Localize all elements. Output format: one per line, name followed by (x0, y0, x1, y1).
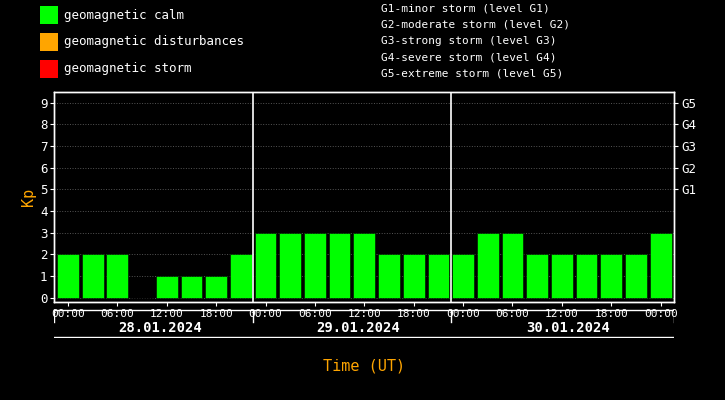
Text: geomagnetic disturbances: geomagnetic disturbances (64, 36, 244, 48)
Bar (181, 276, 202, 298)
Bar (279, 233, 301, 298)
Text: 30.01.2024: 30.01.2024 (526, 320, 610, 334)
Bar (378, 254, 400, 298)
Text: G2-moderate storm (level G2): G2-moderate storm (level G2) (381, 20, 570, 30)
Bar (477, 233, 499, 298)
Bar (230, 254, 252, 298)
Bar (40, 60, 58, 78)
Bar (40, 33, 58, 51)
Bar (328, 233, 350, 298)
Text: G3-strong storm (level G3): G3-strong storm (level G3) (381, 36, 556, 46)
Bar (452, 254, 474, 298)
Bar (40, 6, 58, 24)
Text: 28.01.2024: 28.01.2024 (119, 320, 202, 334)
Bar (57, 254, 79, 298)
Bar (156, 276, 178, 298)
Y-axis label: Kp: Kp (21, 188, 36, 206)
Text: G1-minor storm (level G1): G1-minor storm (level G1) (381, 3, 550, 13)
Bar (304, 233, 326, 298)
Text: G5-extreme storm (level G5): G5-extreme storm (level G5) (381, 69, 563, 79)
Bar (107, 254, 128, 298)
Bar (551, 254, 573, 298)
Bar (526, 254, 548, 298)
Bar (254, 233, 276, 298)
Bar (82, 254, 104, 298)
Text: Time (UT): Time (UT) (323, 358, 405, 374)
Bar (502, 233, 523, 298)
Text: geomagnetic storm: geomagnetic storm (64, 62, 191, 75)
Bar (354, 233, 375, 298)
Bar (650, 233, 671, 298)
Bar (205, 276, 227, 298)
Bar (600, 254, 622, 298)
Bar (625, 254, 647, 298)
Text: 29.01.2024: 29.01.2024 (316, 320, 400, 334)
Bar (428, 254, 450, 298)
Bar (576, 254, 597, 298)
Bar (403, 254, 425, 298)
Text: geomagnetic calm: geomagnetic calm (64, 9, 184, 22)
Text: G4-severe storm (level G4): G4-severe storm (level G4) (381, 52, 556, 62)
